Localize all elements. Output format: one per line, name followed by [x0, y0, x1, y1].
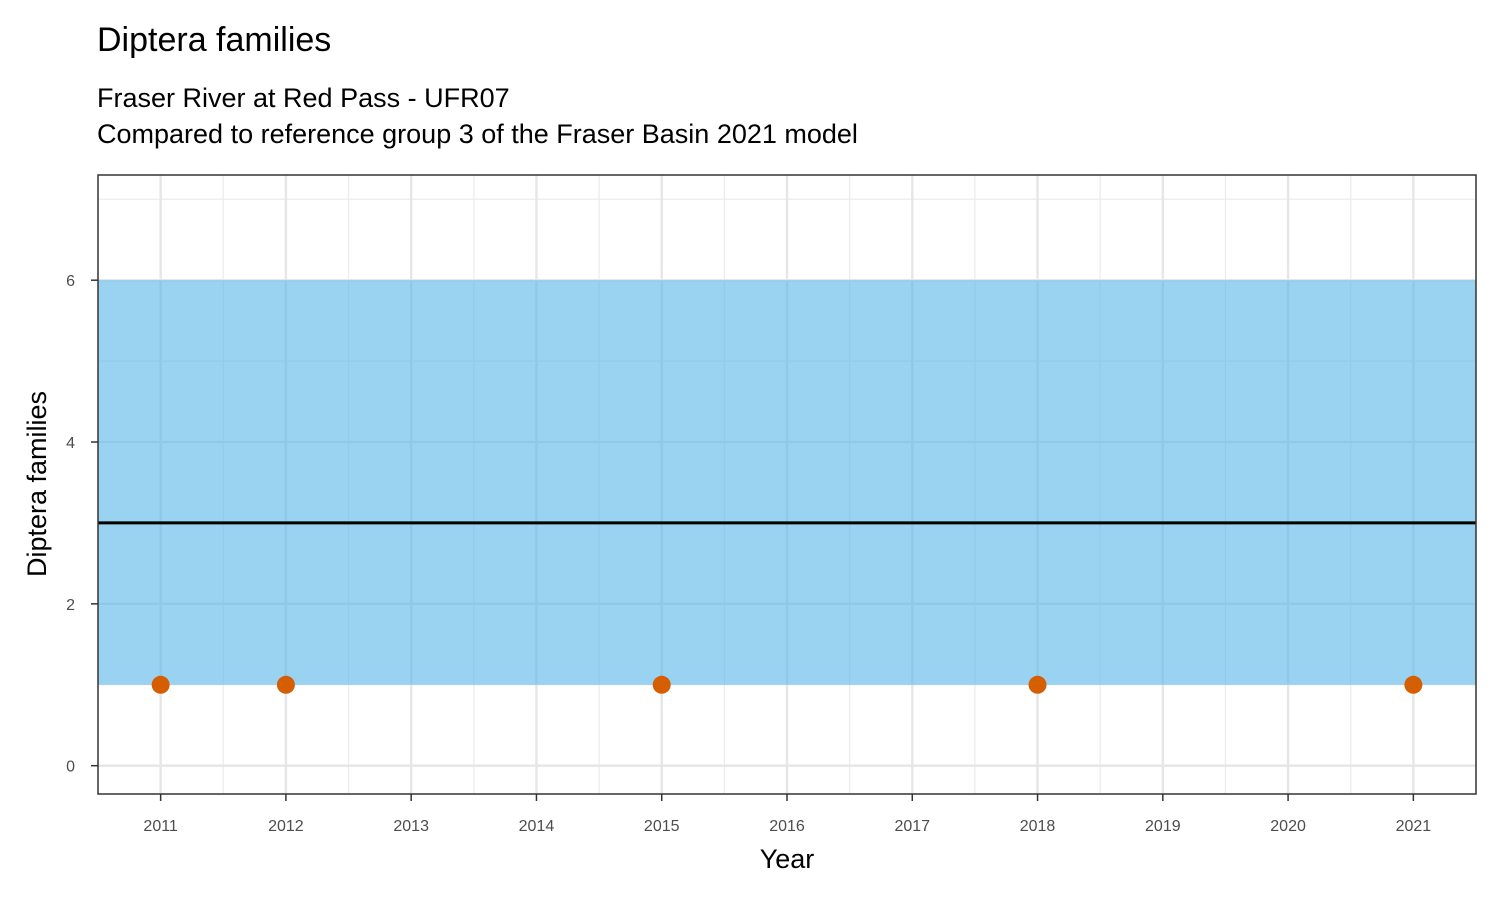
data-point-2012 — [276, 675, 295, 694]
x-tick-label-2021: 2021 — [1396, 818, 1432, 835]
x-tick-label-2017: 2017 — [894, 818, 930, 835]
x-axis: 2011 2012 2013 2014 2015 2016 2017 2018 2019 2020… — [143, 794, 1431, 835]
x-tick-label-2011: 2011 — [143, 818, 178, 835]
x-axis-title: Year — [760, 844, 815, 874]
data-point-2011 — [151, 675, 170, 694]
data-point-2015 — [652, 675, 671, 694]
chart-subtitle-line-1: Fraser River at Red Pass - UFR07 — [97, 83, 510, 113]
y-tick-label-4: 4 — [66, 435, 75, 452]
reference-band — [98, 280, 1476, 685]
x-tick-label-2013: 2013 — [393, 818, 429, 835]
y-axis-title: Diptera families — [22, 391, 52, 577]
chart-subtitle-line-2: Compared to reference group 3 of the Fra… — [97, 119, 858, 149]
y-axis: 0 2 4 6 — [66, 273, 98, 776]
data-point-2021 — [1404, 675, 1423, 694]
x-tick-label-2019: 2019 — [1145, 818, 1181, 835]
x-tick-label-2016: 2016 — [769, 818, 805, 835]
x-tick-label-2020: 2020 — [1270, 818, 1306, 835]
y-tick-label-0: 0 — [66, 759, 75, 776]
reference-band-layer — [98, 280, 1476, 685]
data-points — [151, 675, 1423, 694]
data-point-2018 — [1028, 675, 1047, 694]
x-tick-label-2014: 2014 — [519, 818, 555, 835]
y-tick-label-2: 2 — [66, 597, 75, 614]
x-tick-label-2018: 2018 — [1020, 818, 1056, 835]
y-tick-label-6: 6 — [66, 273, 75, 290]
x-tick-label-2015: 2015 — [644, 818, 680, 835]
x-tick-label-2012: 2012 — [268, 818, 304, 835]
chart-title: Diptera families — [97, 21, 331, 59]
